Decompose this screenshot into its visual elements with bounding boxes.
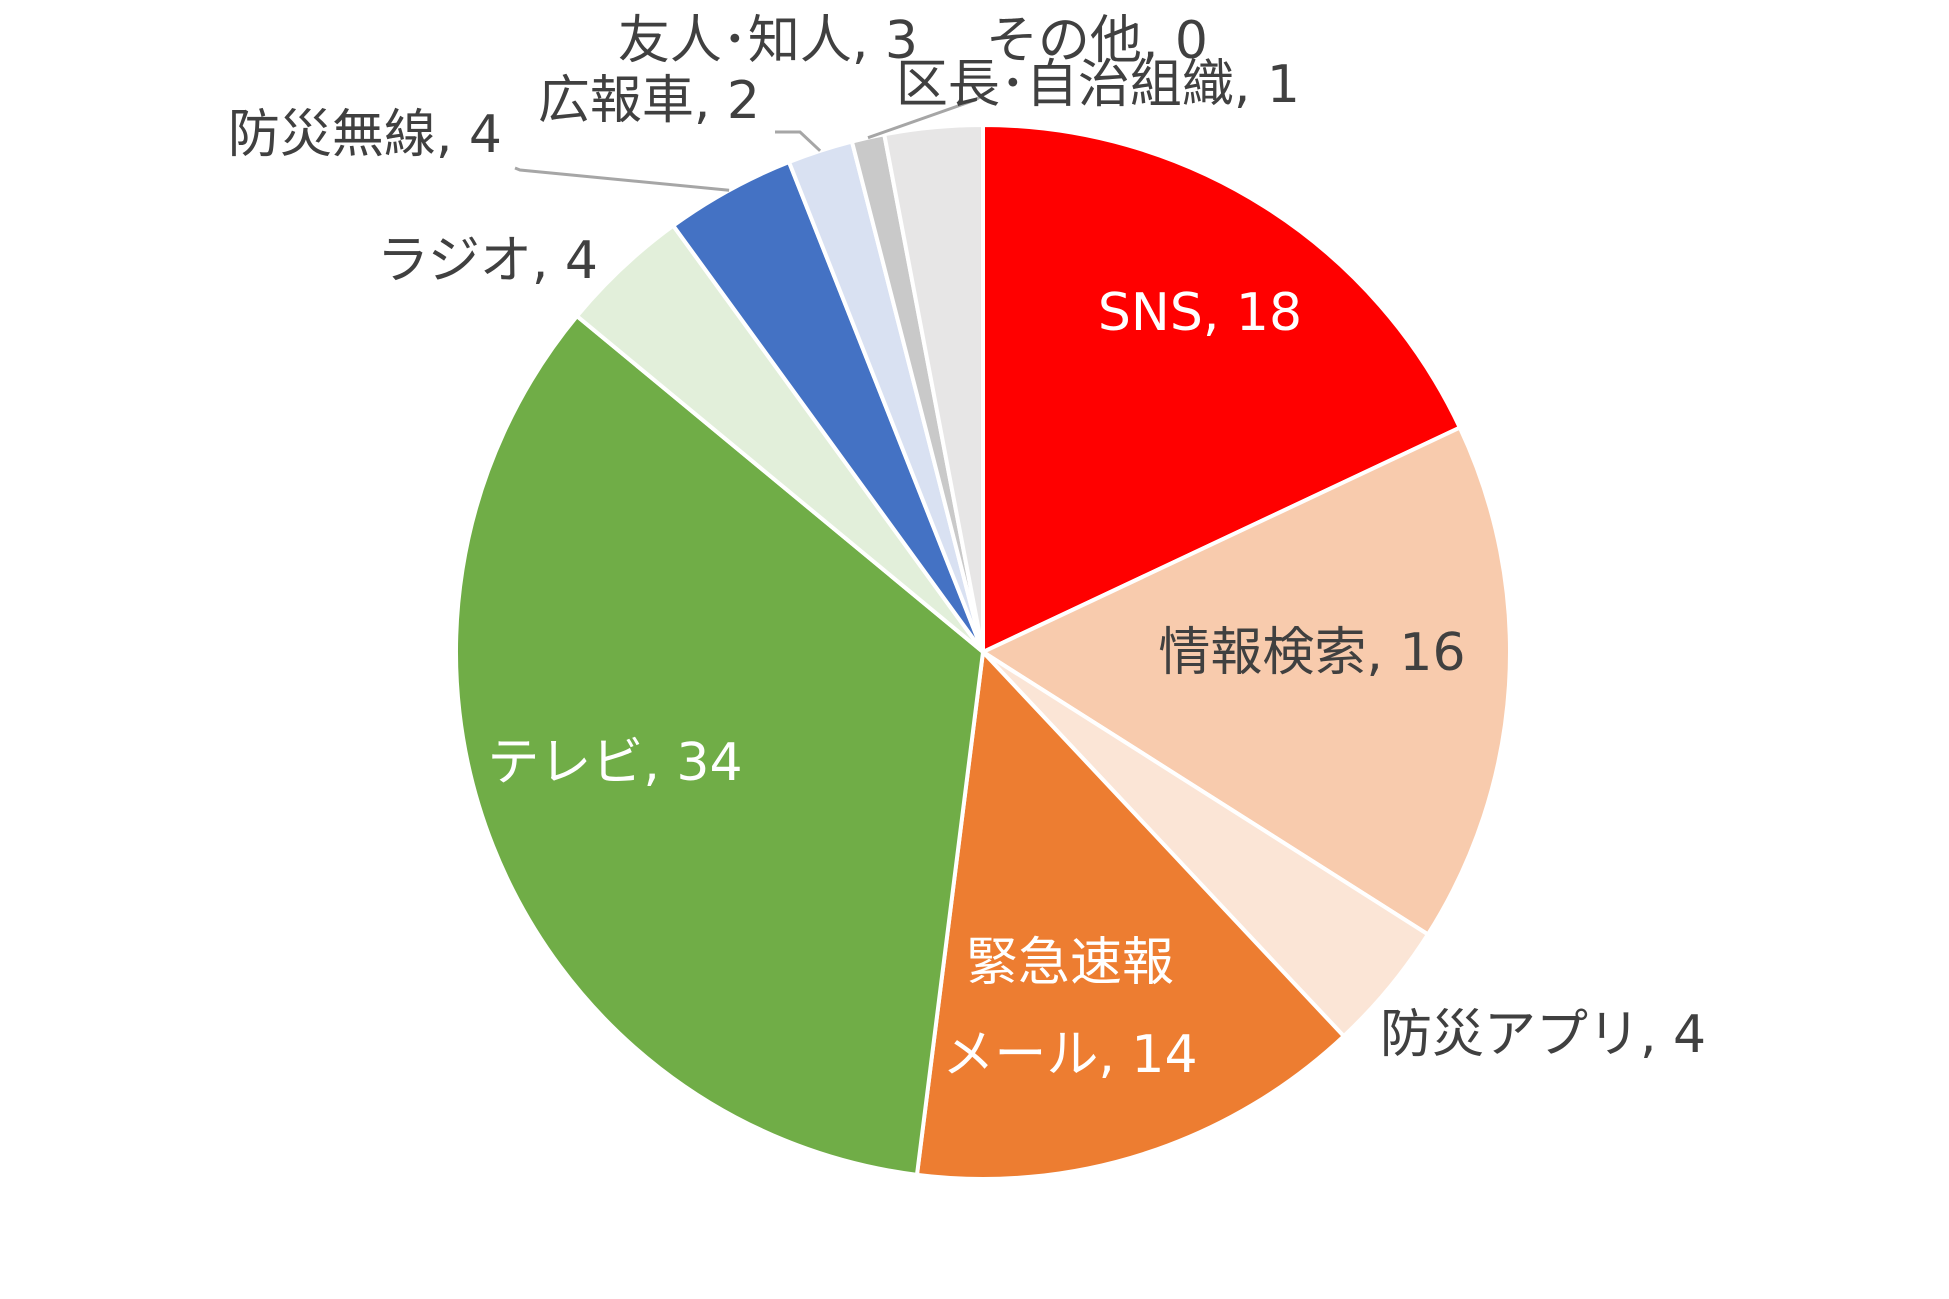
pie-slice-8	[881, 122, 985, 653]
slice-label-5: ラジオ, 4	[377, 231, 598, 291]
slice-label-3-line-0: 緊急速報	[966, 933, 1174, 993]
slice-label-8: 友人･知人, 3	[618, 11, 918, 71]
leader-line-6	[514, 166, 730, 192]
slice-label-6: 防災無線, 4	[228, 105, 502, 165]
slice-label-10: 区長･自治組織, 1	[896, 55, 1300, 115]
leader-line-7	[775, 130, 822, 152]
slice-label-7: 広報車, 2	[538, 71, 760, 131]
leader-line-10	[867, 90, 989, 140]
slice-label-1: 情報検索, 16	[1158, 623, 1465, 683]
slice-label-0: SNS, 18	[1098, 283, 1302, 343]
pie-slice-4	[454, 313, 986, 1178]
slice-label-9: その他, 0	[986, 11, 1208, 71]
pie-slice-0	[981, 122, 1463, 656]
pie-slice-3	[914, 647, 1347, 1181]
slice-label-2: 防災アプリ, 4	[1380, 1005, 1706, 1065]
pie-slice-1	[978, 424, 1512, 938]
slice-label-4: テレビ, 34	[487, 733, 742, 793]
slice-label-3-line-1: メール, 14	[942, 1025, 1197, 1085]
